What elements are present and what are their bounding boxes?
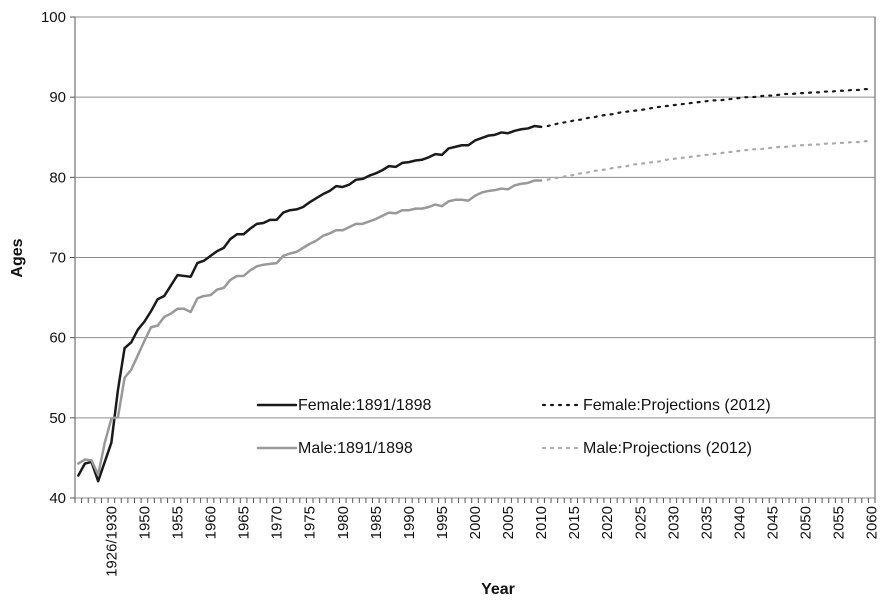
legend-label: Male:Projections (2012): [583, 440, 752, 457]
y-tick-label: 40: [49, 490, 66, 507]
y-tick-label: 80: [49, 169, 66, 186]
x-tick-label: 1955: [169, 506, 186, 539]
x-tick-label: 2020: [599, 506, 616, 539]
x-tick-label: 2045: [765, 506, 782, 539]
x-tick-label: 2055: [831, 506, 848, 539]
y-tick-label: 60: [49, 330, 66, 347]
x-tick-label: 2030: [665, 506, 682, 539]
legend: Female:1891/1898 Female:Projections (2012…: [256, 397, 771, 457]
x-axis-title: Year: [481, 581, 515, 598]
x-tick-label: 2010: [533, 506, 550, 539]
x-tick-label: 1970: [269, 506, 286, 539]
x-tick-label: 1985: [368, 506, 385, 539]
x-tick-label: 2050: [798, 506, 815, 539]
x-tick-label: 2000: [467, 506, 484, 539]
series-line: [77, 124, 543, 483]
x-tick-label: 1950: [136, 506, 153, 539]
x-tick-label: 2035: [698, 506, 715, 539]
legend-label: Male:1891/1898: [298, 440, 413, 457]
x-tick-label: 2005: [500, 506, 517, 539]
x-tick-label: 2060: [864, 506, 881, 539]
y-tick-label: 100: [41, 9, 66, 26]
y-tick-label: 70: [49, 250, 66, 267]
series-line: [546, 88, 873, 128]
y-axis-title: Ages: [9, 238, 26, 277]
x-tick-label: 2015: [566, 506, 583, 539]
x-tick-label: 1960: [203, 506, 220, 539]
x-tick-label: 2040: [731, 506, 748, 539]
series-line: [77, 179, 543, 476]
x-tick-label: 1990: [401, 506, 418, 539]
series-line: [546, 140, 873, 181]
y-tick-label: 50: [49, 410, 66, 427]
x-tick-label: 2025: [632, 506, 649, 539]
x-tick-label: 1975: [302, 506, 319, 539]
x-tick-label: 1926/1930: [103, 506, 120, 577]
x-tick-label: 1980: [335, 506, 352, 539]
x-tick-label: 1995: [434, 506, 451, 539]
y-tick-label: 90: [49, 89, 66, 106]
x-tick-label: 1965: [236, 506, 253, 539]
legend-label: Female:1891/1898: [298, 397, 432, 414]
legend-label: Female:Projections (2012): [583, 397, 771, 414]
